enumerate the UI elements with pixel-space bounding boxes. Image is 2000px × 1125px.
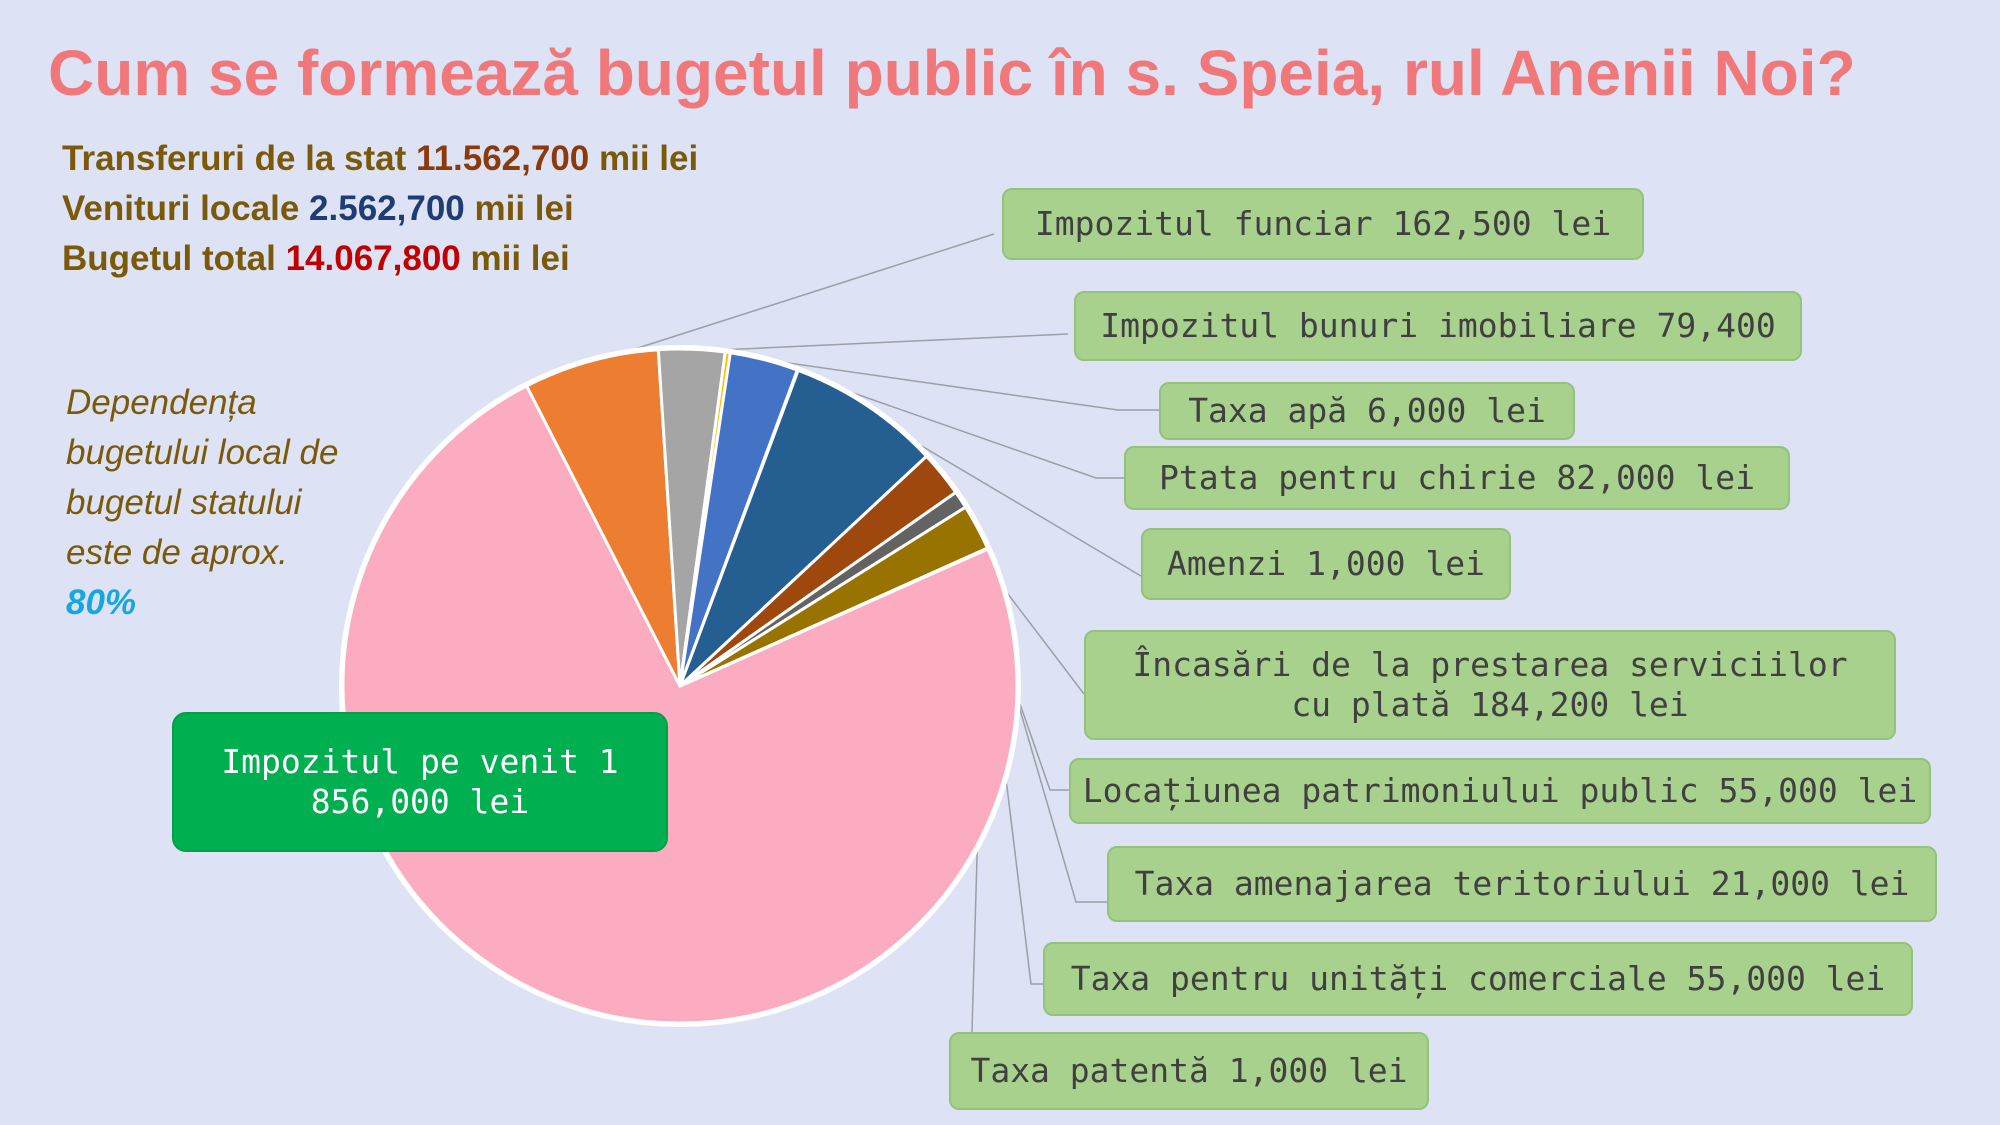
pie-slice-10 bbox=[679, 546, 990, 688]
label-taxa-patenta: Taxa patentă 1,000 lei bbox=[949, 1032, 1429, 1110]
transfers-unit: mii lei bbox=[589, 139, 699, 178]
budget-summary: Transferuri de la stat 11.562,700 mii le… bbox=[62, 134, 698, 284]
dependency-percent: 80% bbox=[66, 583, 137, 622]
label-impozit-funciar: Impozitul funciar 162,500 lei bbox=[1002, 188, 1644, 260]
page-title: Cum se formează bugetul public în s. Spe… bbox=[48, 37, 1856, 109]
pie-slices bbox=[339, 345, 1021, 1027]
label-taxa-unitati-comerciale: Taxa pentru unități comerciale 55,000 le… bbox=[1043, 942, 1913, 1016]
label-impozit-venit: Impozitul pe venit 1 856,000 lei bbox=[172, 712, 668, 852]
summary-local: Venituri locale 2.562,700 mii lei bbox=[62, 184, 698, 234]
summary-total: Bugetul total 14.067,800 mii lei bbox=[62, 234, 698, 284]
leader-line-3 bbox=[727, 353, 1159, 411]
pie-slice-0 bbox=[341, 383, 1019, 1025]
label-impozit-bunuri: Impozitul bunuri imobiliare 79,400 bbox=[1074, 291, 1802, 361]
local-unit: mii lei bbox=[464, 189, 574, 228]
leader-line-4 bbox=[763, 360, 1124, 479]
transfers-label: Transferuri de la stat bbox=[62, 139, 417, 178]
summary-transfers: Transferuri de la stat 11.562,700 mii le… bbox=[62, 134, 698, 184]
pie-slice-1 bbox=[524, 348, 682, 687]
label-locatiunea-patrimoniului: Locațiunea patrimoniului public 55,000 l… bbox=[1069, 758, 1931, 824]
pie-slice-6 bbox=[678, 368, 929, 688]
local-value: 2.562,700 bbox=[309, 189, 465, 228]
leader-line-2 bbox=[691, 333, 1069, 352]
leader-line-1 bbox=[590, 233, 995, 364]
label-taxa-apa: Taxa apă 6,000 lei bbox=[1159, 382, 1575, 440]
total-unit: mii lei bbox=[460, 239, 570, 278]
label-amenzi: Amenzi 1,000 lei bbox=[1141, 528, 1511, 600]
note-line-2: bugetului local de bbox=[66, 433, 339, 472]
label-incasari-servicii: Încasări de la prestarea serviciilor cu … bbox=[1084, 630, 1896, 740]
note-line-3: bugetul statului bbox=[66, 483, 302, 522]
label-taxa-amenajare: Taxa amenajarea teritoriului 21,000 lei bbox=[1107, 846, 1937, 922]
transfers-value: 11.562,700 bbox=[416, 139, 590, 178]
total-label: Bugetul total bbox=[62, 239, 286, 278]
total-value: 14.067,800 bbox=[285, 239, 461, 278]
note-line-1: Dependența bbox=[66, 383, 257, 422]
dependency-note: Dependența bugetului local de bugetul st… bbox=[66, 378, 338, 628]
local-label: Venituri locale bbox=[62, 189, 310, 228]
note-line-4: este de aprox. bbox=[66, 533, 288, 572]
label-plata-chirie: Ptata pentru chirie 82,000 lei bbox=[1124, 446, 1790, 510]
